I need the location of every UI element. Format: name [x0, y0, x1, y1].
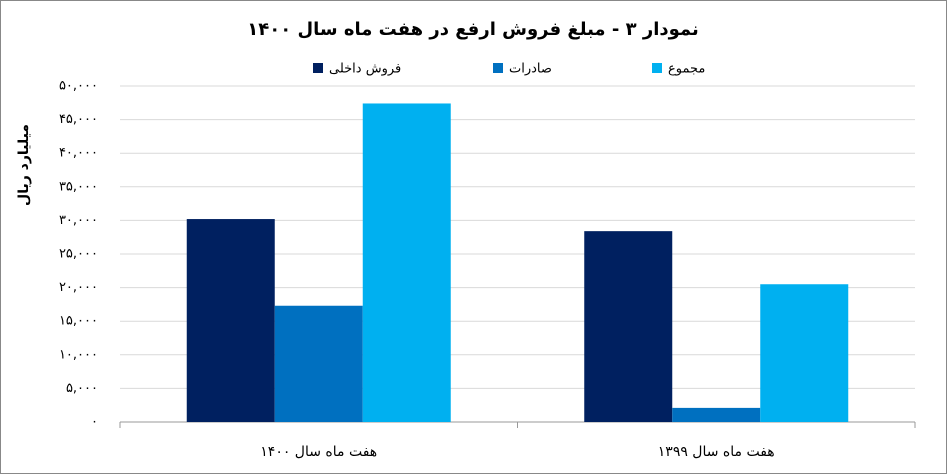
chart-title: نمودار ۳ - مبلغ فروش ارفع در هفت ماه سال…: [247, 19, 698, 40]
y-tick-label: ۳۵,۰۰۰: [59, 179, 98, 194]
x-tick-label: هفت ماه سال ۱۳۹۹: [658, 444, 775, 460]
y-tick-label: ۴۵,۰۰۰: [59, 112, 98, 127]
y-tick-label: ۵,۰۰۰: [66, 381, 98, 396]
bar: [186, 219, 275, 422]
legend-label: مجموع: [668, 62, 705, 77]
y-tick-label: ۱۵,۰۰۰: [59, 314, 98, 329]
y-tick-label: ۳۰,۰۰۰: [59, 213, 98, 228]
legend-label: فروش داخلی: [329, 62, 401, 77]
legend-swatch: [313, 63, 323, 73]
bar: [760, 284, 849, 422]
legend-swatch: [493, 63, 503, 73]
legend-label: صادرات: [509, 62, 552, 77]
legend-swatch: [652, 63, 662, 73]
y-tick-label: ۰: [91, 415, 98, 430]
bar: [274, 305, 363, 422]
x-tick-label: هفت ماه سال ۱۴۰۰: [260, 444, 377, 460]
bar: [362, 103, 451, 423]
y-tick-label: ۵۰,۰۰۰: [59, 79, 98, 94]
y-axis-label: میلیارد ریال: [16, 124, 32, 206]
y-tick-label: ۲۵,۰۰۰: [59, 247, 98, 262]
y-tick-label: ۴۰,۰۰۰: [59, 146, 98, 161]
y-tick-label: ۱۰,۰۰۰: [59, 347, 98, 362]
bar: [584, 231, 673, 422]
y-tick-label: ۲۰,۰۰۰: [59, 280, 98, 295]
bar: [672, 407, 761, 422]
